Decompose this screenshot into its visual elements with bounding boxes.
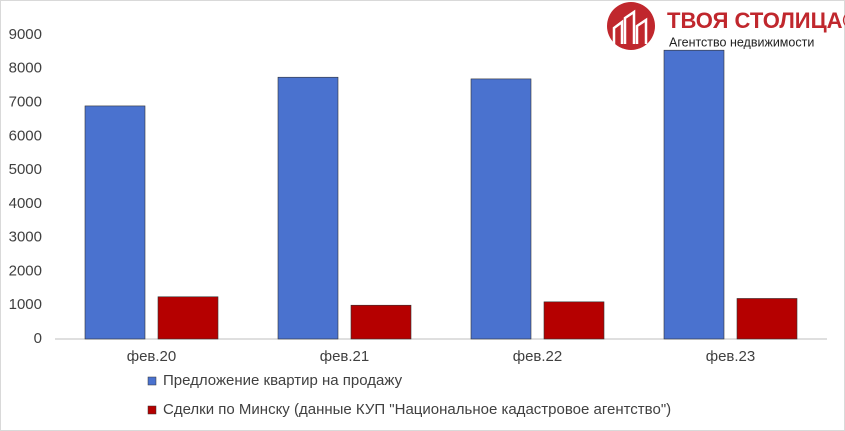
logo: ТВОЯ СТОЛИЦА® Агентство недвижимости — [607, 2, 845, 50]
legend-swatch — [147, 405, 157, 415]
y-tick-label: 4000 — [9, 195, 42, 212]
y-tick-label: 7000 — [9, 94, 42, 111]
y-tick-label: 2000 — [9, 262, 42, 279]
logo-icon — [607, 2, 655, 50]
bar — [736, 298, 798, 340]
legend-label: Предложение квартир на продажу — [163, 372, 403, 389]
bar — [277, 76, 339, 340]
logo-title: ТВОЯ СТОЛИЦА® — [667, 8, 845, 33]
x-tick-label: фев.21 — [320, 348, 370, 365]
bar — [84, 105, 146, 340]
y-tick-label: 3000 — [9, 229, 42, 246]
x-tick-label: фев.20 — [127, 348, 177, 365]
y-tick-label: 5000 — [9, 161, 42, 178]
legend-swatch — [147, 376, 157, 386]
y-tick-label: 6000 — [9, 127, 42, 144]
y-tick-label: 1000 — [9, 296, 42, 313]
y-tick-label: 8000 — [9, 60, 42, 77]
y-tick-label: 9000 — [9, 26, 42, 43]
bar — [543, 301, 605, 340]
x-tick-label: фев.22 — [513, 348, 563, 365]
logo-subtitle: Агентство недвижимости — [669, 35, 814, 49]
bar — [470, 78, 532, 340]
y-tick-label: 0 — [34, 330, 42, 347]
bar — [157, 296, 219, 340]
bar — [350, 304, 412, 340]
bar — [663, 49, 725, 340]
x-tick-label: фев.23 — [706, 348, 756, 365]
legend-label: Сделки по Минску (данные КУП "Национальн… — [163, 401, 671, 418]
logo-building — [612, 9, 648, 44]
